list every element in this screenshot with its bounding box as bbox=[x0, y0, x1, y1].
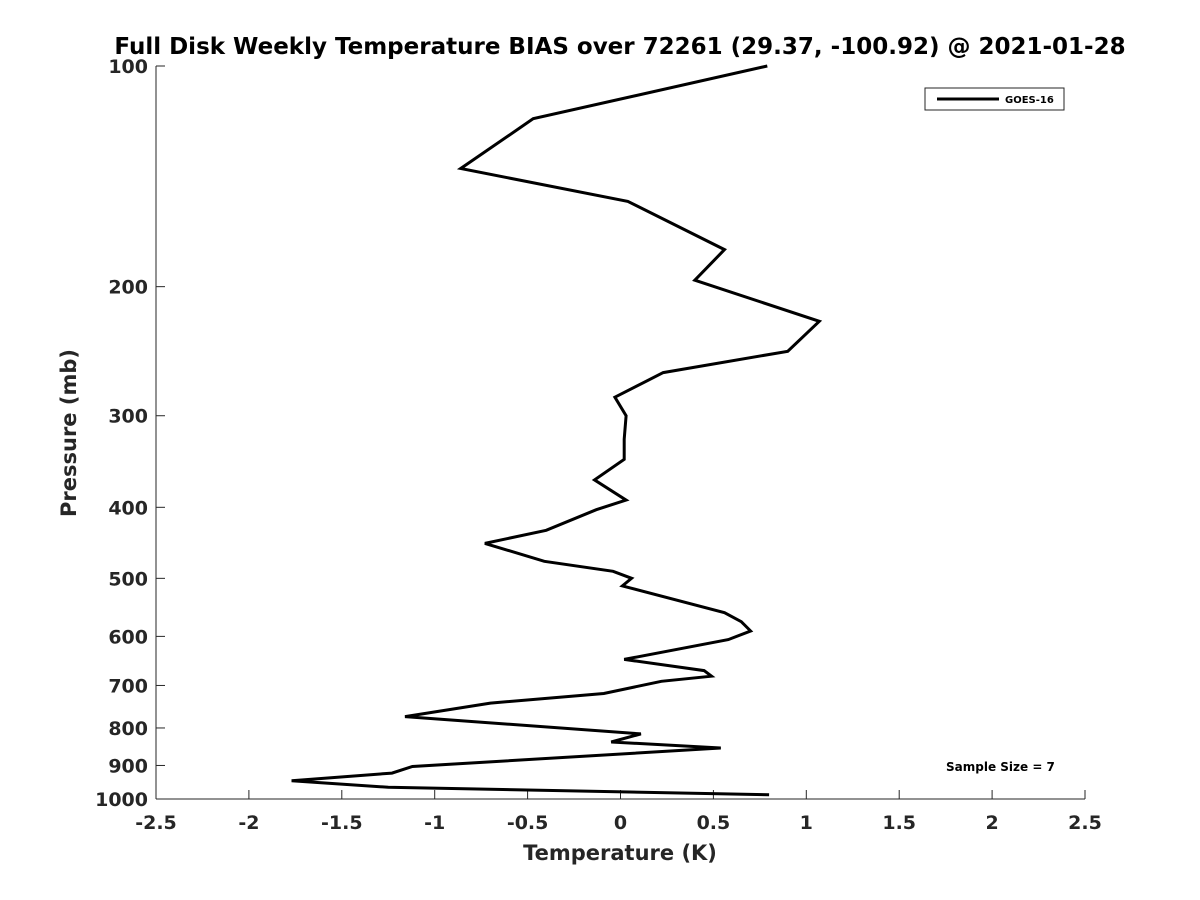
x-tick-label: 0 bbox=[614, 812, 627, 834]
x-tick-label: 0.5 bbox=[697, 812, 731, 834]
x-tick-label: -1 bbox=[424, 812, 445, 834]
x-tick-label: 2 bbox=[985, 812, 998, 834]
legend: GOES-16 bbox=[924, 87, 1065, 111]
series-line-goes-16 bbox=[291, 64, 823, 797]
x-tick-label: -2 bbox=[238, 812, 259, 834]
x-tick-label: 1 bbox=[800, 812, 813, 834]
x-tick-label: 1.5 bbox=[882, 812, 916, 834]
chart-title: Full Disk Weekly Temperature BIAS over 7… bbox=[114, 34, 1125, 60]
x-tick-label: -1.5 bbox=[321, 812, 363, 834]
y-tick-label: 300 bbox=[108, 406, 148, 428]
x-axis-label: Temperature (K) bbox=[523, 841, 717, 865]
sample-size-annotation: Sample Size = 7 bbox=[946, 760, 1055, 774]
series-layer bbox=[291, 64, 823, 797]
y-tick-label: 700 bbox=[108, 675, 148, 697]
y-tick-label: 100 bbox=[108, 56, 148, 78]
y-tick-group: 100 200 300 400 500 600 700 800 900 1000 bbox=[95, 56, 165, 811]
y-tick-label: 400 bbox=[108, 497, 148, 519]
y-tick-label: 600 bbox=[108, 626, 148, 648]
x-tick-label: -2.5 bbox=[135, 812, 177, 834]
legend-label-goes-16: GOES-16 bbox=[1005, 95, 1054, 106]
y-axis-label: Pressure (mb) bbox=[57, 349, 81, 517]
x-tick-label: -0.5 bbox=[507, 812, 549, 834]
x-tick-label: 2.5 bbox=[1068, 812, 1102, 834]
y-tick-label: 800 bbox=[108, 718, 148, 740]
x-tick-group: -2.5 -2 -1.5 -1 -0.5 0 0.5 1 1.5 2 2.5 bbox=[135, 790, 1102, 834]
y-tick-label: 900 bbox=[108, 755, 148, 777]
y-tick-label: 500 bbox=[108, 568, 148, 590]
y-tick-label: 1000 bbox=[95, 789, 148, 811]
y-tick-label: 200 bbox=[108, 277, 148, 299]
